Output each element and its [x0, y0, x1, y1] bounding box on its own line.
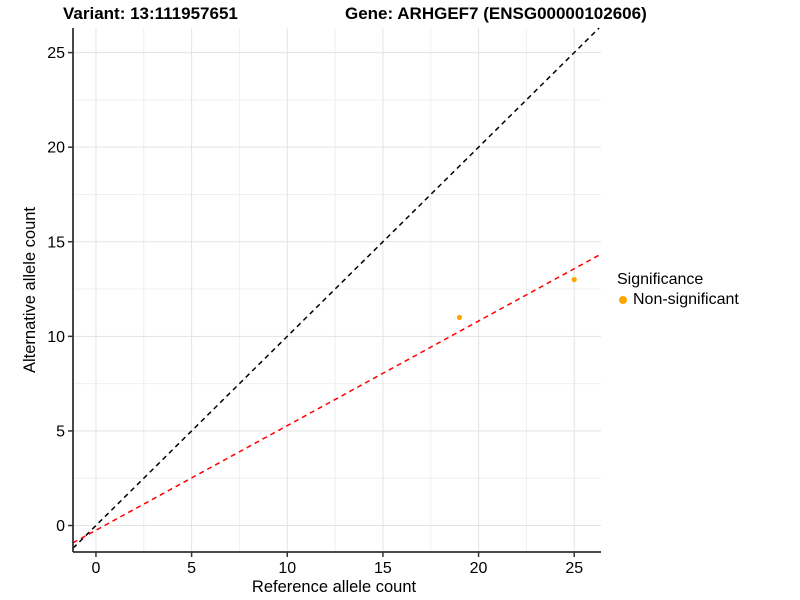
- identity-line: [72, 27, 600, 549]
- x-axis-title: Reference allele count: [252, 578, 417, 596]
- plot-panel: 0 5 10 15 20 25 0 5 10 15 20 25: [47, 27, 602, 577]
- y-axis-title: Alternative allele count: [21, 207, 39, 373]
- legend-title: Significance: [617, 271, 704, 288]
- data-point: [456, 314, 463, 321]
- legend-item-non-significant: Non-significant: [617, 291, 739, 309]
- y-tick-label: 20: [47, 140, 65, 157]
- x-tick-label: 0: [92, 560, 101, 577]
- data-point: [571, 276, 577, 283]
- y-tick-label: 5: [56, 423, 65, 440]
- x-tick-label: 5: [187, 560, 196, 577]
- fit-line: [72, 253, 602, 544]
- y-tick-label: 15: [47, 234, 65, 251]
- x-tick-label: 20: [470, 560, 488, 577]
- x-tick-label: 10: [278, 560, 296, 577]
- variant-title: Variant: 13:111957651: [63, 4, 238, 23]
- y-tick-label: 0: [56, 518, 65, 535]
- x-tick-label: 25: [565, 560, 583, 577]
- y-tick-label: 10: [47, 329, 65, 346]
- y-tick-label: 25: [47, 45, 65, 62]
- x-tick-label: 15: [374, 560, 392, 577]
- legend: Significance Non-significant: [617, 271, 739, 309]
- legend-point-icon: [619, 296, 627, 304]
- gene-title: Gene: ARHGEF7 (ENSG00000102606): [345, 4, 647, 23]
- legend-item-label: Non-significant: [633, 291, 739, 308]
